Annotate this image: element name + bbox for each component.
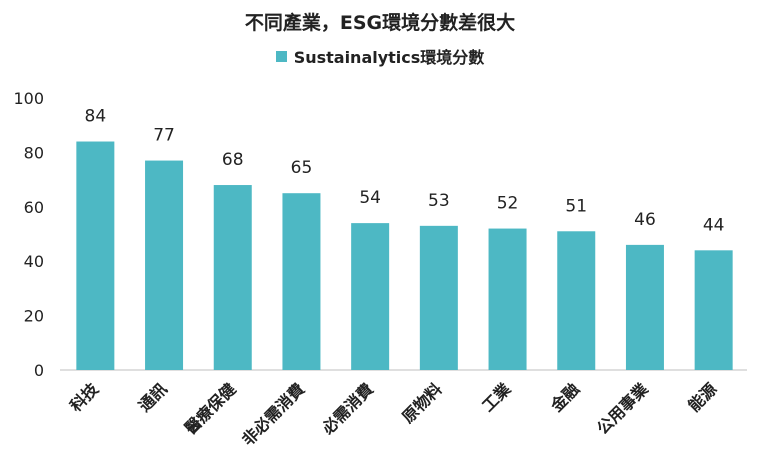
data-label: 77 — [153, 126, 175, 146]
data-label: 51 — [565, 196, 587, 216]
data-label: 52 — [497, 194, 519, 214]
chart-legend: Sustainalytics環境分數 — [0, 44, 760, 68]
data-label: 46 — [634, 210, 656, 230]
x-tick-label: 通訊 — [135, 379, 171, 415]
chart-title: 不同產業，ESG環境分數差很大 — [244, 12, 516, 34]
y-tick-label: 40 — [24, 252, 44, 271]
y-tick-label: 100 — [13, 89, 44, 108]
data-label: 53 — [428, 191, 450, 211]
legend-swatch — [275, 50, 287, 62]
data-label: 65 — [291, 158, 313, 178]
y-tick-label: 0 — [34, 361, 44, 380]
x-tick-label: 能源 — [684, 379, 720, 415]
x-tick-label: 科技 — [66, 379, 103, 416]
x-tick-label: 醫療保健 — [181, 379, 240, 438]
bar — [625, 244, 664, 370]
data-label: 54 — [359, 188, 381, 208]
x-tick-label: 公用事業 — [593, 379, 652, 438]
data-label: 84 — [85, 107, 107, 127]
y-tick-label: 80 — [24, 143, 44, 162]
legend-label: Sustainalytics環境分數 — [293, 48, 485, 67]
bar — [351, 223, 390, 370]
x-tick-label: 原物料 — [398, 379, 445, 426]
bar — [145, 160, 184, 370]
data-label: 68 — [222, 150, 244, 170]
bar — [282, 193, 321, 370]
x-tick-label: 金融 — [546, 379, 583, 416]
x-tick-label: 必需消費 — [318, 379, 377, 438]
y-tick-label: 20 — [24, 307, 44, 326]
bar — [213, 185, 252, 370]
bar — [76, 141, 115, 370]
bar — [557, 231, 596, 370]
bar — [694, 250, 733, 370]
x-tick-label: 非必需消費 — [238, 379, 308, 449]
data-label: 44 — [703, 215, 725, 235]
bar — [488, 228, 527, 370]
x-tick-label: 工業 — [478, 379, 515, 416]
bar — [419, 225, 458, 370]
y-tick-label: 60 — [24, 198, 44, 217]
